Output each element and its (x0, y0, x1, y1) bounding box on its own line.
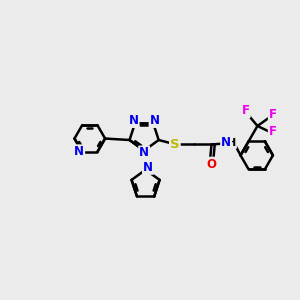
Text: N: N (221, 136, 231, 149)
Text: F: F (269, 108, 277, 121)
Text: N: N (143, 161, 153, 174)
Text: H: H (227, 138, 236, 148)
Text: N: N (139, 146, 149, 159)
Text: F: F (269, 125, 277, 138)
Text: O: O (207, 158, 217, 171)
Text: N: N (129, 114, 139, 127)
Text: F: F (242, 104, 250, 117)
Text: N: N (74, 145, 84, 158)
Text: S: S (170, 138, 180, 151)
Text: N: N (150, 114, 160, 127)
